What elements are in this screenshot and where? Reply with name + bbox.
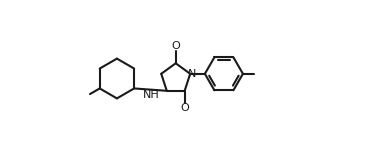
Text: N: N <box>188 69 196 79</box>
Text: O: O <box>171 41 180 51</box>
Text: O: O <box>180 103 189 113</box>
Text: NH: NH <box>143 90 160 100</box>
